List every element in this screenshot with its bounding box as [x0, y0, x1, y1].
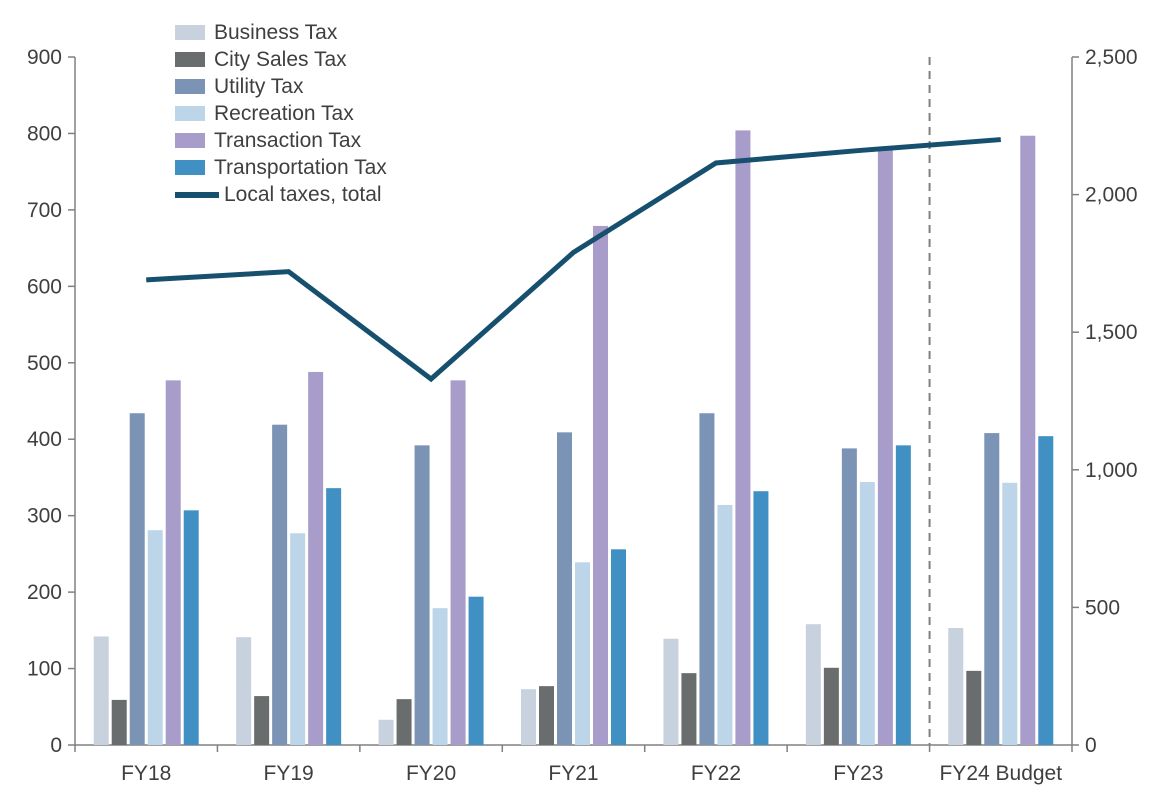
bar-transportation-tax-fy22 [753, 491, 769, 745]
bar-business-tax-fy22 [663, 638, 679, 745]
bar-transportation-tax-fy18 [183, 510, 199, 745]
bar-utility-tax-fy22 [699, 413, 715, 745]
legend-label-transportation-tax: Transportation Tax [214, 156, 387, 179]
right-axis-tick-label: 2,000 [1085, 184, 1138, 207]
category-label-fy19: FY19 [264, 762, 314, 785]
legend-label-local-taxes-total: Local taxes, total [224, 183, 382, 206]
left-axis-tick-label: 600 [27, 275, 62, 298]
bar-utility-tax-fy19 [272, 424, 288, 745]
bar-recreation-tax-fy19 [290, 533, 306, 745]
bar-recreation-tax-fy22 [717, 504, 733, 745]
right-axis-tick-label: 2,500 [1085, 46, 1138, 69]
bar-recreation-tax-fy21 [575, 562, 590, 745]
bar-city-sales-tax-fy23 [823, 667, 839, 745]
bar-transportation-tax-fy21 [611, 549, 626, 745]
right-axis-tick-label: 1,000 [1085, 459, 1138, 482]
right-axis-tick-label: 1,500 [1085, 321, 1138, 344]
legend-swatch-city-sales-tax [175, 52, 205, 67]
left-axis-tick-label: 700 [27, 199, 62, 222]
legend-label-recreation-tax: Recreation Tax [214, 102, 354, 125]
legend-swatch-transportation-tax [175, 160, 205, 175]
bar-recreation-tax-fy23 [859, 482, 875, 745]
bar-transportation-tax-fy23 [895, 445, 911, 745]
bar-utility-tax-fy18 [129, 413, 145, 745]
legend-item-city-sales-tax: City Sales Tax [175, 48, 387, 71]
category-label-fy24-budget: FY24 Budget [939, 762, 1062, 785]
bar-transaction-tax-fy23 [877, 150, 893, 746]
left-axis-tick-label: 100 [27, 658, 62, 681]
bar-business-tax-fy23 [805, 624, 821, 745]
bar-recreation-tax-fy18 [147, 530, 163, 745]
bar-business-tax-fy21 [521, 689, 536, 745]
right-axis-tick-label: 0 [1085, 734, 1097, 757]
legend-item-business-tax: Business Tax [175, 21, 387, 44]
bar-city-sales-tax-fy21 [539, 686, 554, 745]
left-axis-tick-label: 400 [27, 428, 62, 451]
category-label-fy20: FY20 [406, 762, 456, 785]
bar-transaction-tax-fy22 [735, 130, 751, 746]
bar-transaction-tax-fy19 [308, 371, 324, 745]
bar-recreation-tax-fy20 [432, 608, 448, 745]
bar-business-tax-fy20 [378, 719, 394, 745]
legend-item-local-taxes-total: Local taxes, total [175, 183, 387, 206]
legend-swatch-utility-tax [175, 79, 205, 94]
bar-utility-tax-fy24-budget [984, 433, 1000, 745]
bar-transportation-tax-fy24-budget [1038, 436, 1054, 745]
bar-city-sales-tax-fy22 [681, 673, 697, 745]
bar-business-tax-fy19 [236, 637, 252, 745]
legend-item-utility-tax: Utility Tax [175, 75, 387, 98]
bar-transportation-tax-fy20 [468, 596, 484, 745]
bar-recreation-tax-fy24-budget [1002, 482, 1018, 745]
bar-transaction-tax-fy21 [593, 225, 608, 746]
bar-utility-tax-fy21 [557, 432, 572, 745]
left-axis-tick-label: 800 [27, 122, 62, 145]
right-axis-tick-label: 500 [1085, 596, 1120, 619]
left-axis-tick-label: 200 [27, 581, 62, 604]
bar-transaction-tax-fy18 [165, 380, 181, 745]
bar-city-sales-tax-fy24-budget [966, 670, 982, 745]
bar-utility-tax-fy20 [414, 445, 430, 745]
legend-item-transportation-tax: Transportation Tax [175, 156, 387, 179]
legend-item-transaction-tax: Transaction Tax [175, 129, 387, 152]
bar-business-tax-fy18 [93, 636, 109, 745]
left-axis-tick-label: 500 [27, 352, 62, 375]
legend-label-business-tax: Business Tax [214, 21, 338, 44]
legend-swatch-recreation-tax [175, 106, 205, 121]
legend-label-city-sales-tax: City Sales Tax [214, 48, 347, 71]
legend-line-swatch-local-taxes-total [175, 191, 219, 198]
chart-legend: Business Tax City Sales Tax Utility Tax Rec… [175, 21, 387, 206]
bar-utility-tax-fy23 [841, 448, 857, 745]
legend-label-utility-tax: Utility Tax [214, 75, 304, 98]
bar-transportation-tax-fy19 [326, 488, 342, 745]
bar-city-sales-tax-fy18 [111, 699, 127, 745]
category-label-fy21: FY21 [548, 762, 598, 785]
category-label-fy22: FY22 [691, 762, 741, 785]
total-line-local-taxes-total [146, 137, 1001, 383]
left-axis-tick-label: 300 [27, 505, 62, 528]
bar-city-sales-tax-fy20 [396, 699, 412, 745]
legend-item-recreation-tax: Recreation Tax [175, 102, 387, 125]
left-axis-tick-label: 0 [50, 734, 62, 757]
legend-swatch-business-tax [175, 25, 205, 40]
bar-transaction-tax-fy20 [450, 380, 466, 745]
left-axis-tick-label: 900 [27, 46, 62, 69]
legend-swatch-transaction-tax [175, 133, 205, 148]
bar-city-sales-tax-fy19 [254, 696, 270, 745]
category-label-fy18: FY18 [121, 762, 171, 785]
category-label-fy23: FY23 [833, 762, 883, 785]
bar-business-tax-fy24-budget [948, 628, 964, 745]
legend-label-transaction-tax: Transaction Tax [214, 129, 362, 152]
bar-transaction-tax-fy24-budget [1020, 135, 1036, 745]
